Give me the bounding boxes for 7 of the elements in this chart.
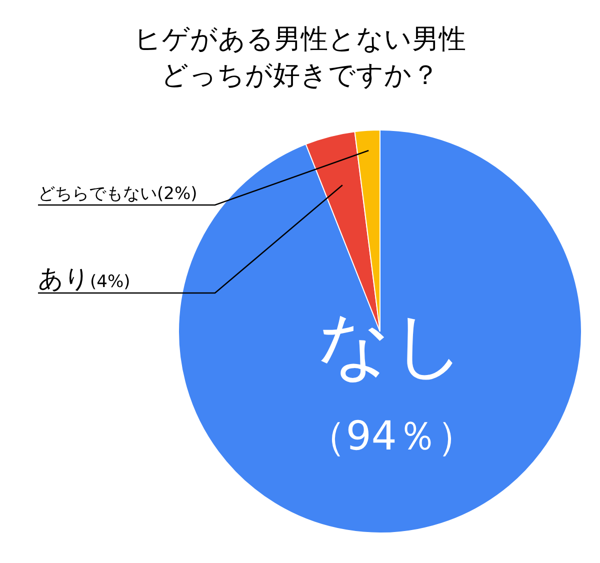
data-label: (4%): [90, 272, 130, 292]
chart-title: ヒゲがある男性とない男性どっちが好きですか？: [132, 23, 467, 94]
data-label: (2%): [157, 184, 198, 204]
slice-label: なし: [317, 302, 466, 387]
slice-label: あり: [38, 264, 90, 293]
slice-label: どちらでもない: [38, 184, 157, 204]
data-label: （94％）: [306, 413, 477, 460]
